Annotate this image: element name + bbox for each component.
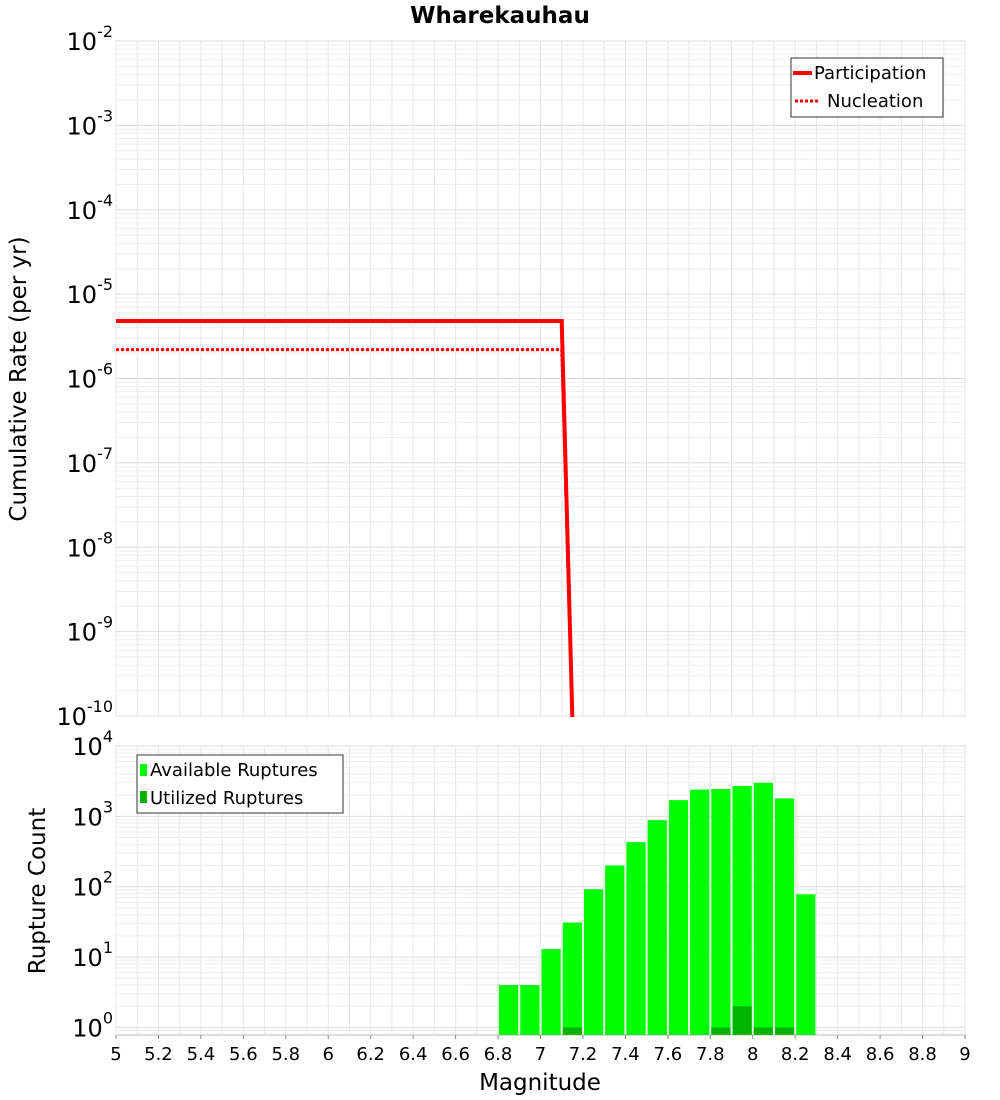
x-axis-label: Magnitude <box>479 1070 601 1096</box>
available-rupture-bar <box>690 789 710 1035</box>
available-rupture-bar <box>774 798 795 1035</box>
x-tick-label: 8.6 <box>866 1044 895 1065</box>
x-tick-label: 8.2 <box>781 1044 810 1065</box>
available-rupture-bar <box>583 889 604 1035</box>
top-y-tick-label: 10-7 <box>67 444 114 478</box>
x-tick-label: 8.8 <box>908 1044 937 1065</box>
bottom-y-tick-label: 101 <box>72 938 113 972</box>
series-line-nucleation <box>116 348 574 717</box>
utilized-rupture-bar <box>711 1027 731 1035</box>
legend-nucleation-label: Nucleation <box>827 91 923 112</box>
x-tick-label: 8 <box>747 1044 758 1065</box>
available-rupture-bar <box>499 985 519 1035</box>
bottom-y-tick-label: 104 <box>72 727 113 761</box>
top-gridlines <box>115 40 966 717</box>
chart-title: Wharekauhau <box>410 3 590 29</box>
available-rupture-bar <box>796 894 816 1035</box>
x-tick-label: 5.6 <box>229 1044 258 1065</box>
x-tick-label: 6.2 <box>356 1044 385 1065</box>
legend-utilized-label: Utilized Ruptures <box>150 788 303 809</box>
legend-available-swatch <box>140 764 147 776</box>
top-y-axis-label: Cumulative Rate (per yr) <box>6 236 32 521</box>
bottom-legend-box <box>136 754 344 814</box>
x-tick-label: 5.2 <box>144 1044 173 1065</box>
top-y-tick-label: 10-8 <box>67 528 114 562</box>
top-y-tick-label: 10-6 <box>67 360 114 394</box>
x-tick-label: 9 <box>959 1044 970 1065</box>
top-y-tick-label: 10-2 <box>67 22 114 56</box>
x-tick-label: 5 <box>110 1044 121 1065</box>
bottom-bars-group <box>499 782 816 1035</box>
available-rupture-bar <box>520 985 540 1035</box>
legend-available-label: Available Ruptures <box>150 760 318 781</box>
top-y-ticks: 10-2 10-3 10-4 10-5 10-6 10-7 10-8 10-9 10-10 <box>56 22 113 731</box>
top-y-tick-label: 10-5 <box>67 275 114 309</box>
utilized-rupture-bar <box>774 1027 795 1035</box>
available-rupture-bar <box>732 786 752 1035</box>
bottom-y-ticks: 104 103 102 101 100 <box>72 727 113 1042</box>
x-tick-label: 6.8 <box>484 1044 513 1065</box>
bottom-y-tick-label: 102 <box>72 868 113 902</box>
legend-participation-label: Participation <box>814 63 926 84</box>
top-y-tick-label: 10-3 <box>67 106 114 140</box>
top-series-group <box>116 319 575 717</box>
x-tick-label: 7.4 <box>611 1044 640 1065</box>
bottom-y-tick-label: 100 <box>72 1008 113 1042</box>
legend-utilized-swatch <box>140 791 147 803</box>
available-rupture-bar <box>711 788 731 1035</box>
available-rupture-bar <box>605 865 625 1035</box>
bottom-legend: Available Ruptures Utilized Ruptures <box>136 754 344 814</box>
x-ticks: 5 5.2 5.4 5.6 5.8 6 6.2 6.4 6.6 6.8 7 7.2 7.4 7.6 7.8 8… <box>110 1035 971 1065</box>
x-tick-label: 7.6 <box>654 1044 683 1065</box>
x-tick-label: 7 <box>535 1044 546 1065</box>
top-y-tick-label: 10-4 <box>67 191 114 225</box>
x-tick-label: 6.4 <box>399 1044 428 1065</box>
top-panel: 10-2 10-3 10-4 10-5 10-6 10-7 10-8 10-9 10-10 Cu… <box>6 22 966 731</box>
x-tick-label: 8.4 <box>823 1044 852 1065</box>
bottom-y-tick-label: 103 <box>72 797 113 831</box>
top-y-tick-label: 10-10 <box>56 697 113 731</box>
x-tick-label: 5.4 <box>187 1044 216 1065</box>
bottom-y-axis-label: Rupture Count <box>25 808 51 974</box>
x-tick-label: 7.8 <box>696 1044 725 1065</box>
available-rupture-bar <box>668 800 689 1035</box>
utilized-rupture-bar <box>562 1027 582 1035</box>
top-y-tick-label: 10-9 <box>67 613 114 647</box>
utilized-rupture-bar <box>753 1027 773 1035</box>
x-tick-label: 7.2 <box>569 1044 598 1065</box>
available-rupture-bar <box>541 949 561 1035</box>
x-tick-label: 5.8 <box>271 1044 300 1065</box>
x-tick-label: 6 <box>323 1044 334 1065</box>
bottom-panel: 104 103 102 101 100 Rupture Count Available … <box>25 727 966 1042</box>
available-rupture-bar <box>562 922 582 1035</box>
x-tick-label: 6.6 <box>441 1044 470 1065</box>
available-rupture-bar <box>626 842 646 1035</box>
bottom-gridlines <box>115 745 966 1035</box>
utilized-rupture-bar <box>732 1006 752 1035</box>
top-legend: Participation Nucleation <box>790 57 944 118</box>
available-rupture-bar <box>647 820 667 1035</box>
top-legend-box <box>790 57 944 118</box>
available-rupture-bar <box>753 782 773 1035</box>
